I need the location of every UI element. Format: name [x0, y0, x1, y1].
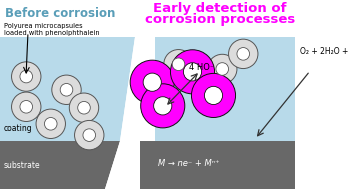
Circle shape [36, 109, 65, 139]
Circle shape [52, 75, 81, 105]
Text: coating: coating [4, 124, 33, 133]
Circle shape [164, 50, 193, 79]
Circle shape [75, 120, 104, 150]
Circle shape [78, 101, 90, 114]
Circle shape [208, 54, 237, 84]
Text: 4 HO⁻: 4 HO⁻ [189, 64, 214, 73]
Circle shape [69, 93, 99, 122]
Text: Before corrosion: Before corrosion [5, 7, 116, 20]
Circle shape [60, 84, 73, 96]
Text: loaded with phenolphthalein: loaded with phenolphthalein [4, 30, 100, 36]
Circle shape [154, 97, 172, 115]
Circle shape [143, 73, 161, 91]
Polygon shape [0, 37, 135, 141]
Circle shape [20, 70, 33, 83]
Circle shape [20, 101, 33, 113]
Circle shape [12, 62, 41, 91]
Circle shape [170, 50, 215, 94]
Text: substrate: substrate [4, 160, 41, 170]
Circle shape [44, 118, 57, 130]
Polygon shape [155, 37, 295, 141]
Circle shape [130, 60, 174, 104]
Polygon shape [0, 141, 120, 189]
Text: Early detection of: Early detection of [153, 2, 287, 15]
Polygon shape [105, 141, 140, 189]
Text: O₂ + 2H₂O + 4e⁻: O₂ + 2H₂O + 4e⁻ [300, 46, 350, 56]
Polygon shape [140, 141, 295, 189]
Circle shape [141, 84, 185, 128]
Circle shape [191, 73, 236, 118]
Text: M → ne⁻ + Mⁿ⁺: M → ne⁻ + Mⁿ⁺ [158, 159, 219, 167]
Text: Polyurea microcapsules: Polyurea microcapsules [4, 23, 83, 29]
Polygon shape [120, 37, 155, 141]
Circle shape [229, 39, 258, 69]
Circle shape [204, 86, 223, 105]
Circle shape [237, 48, 250, 60]
Circle shape [183, 63, 202, 81]
Circle shape [172, 58, 185, 70]
Circle shape [216, 63, 229, 75]
Circle shape [83, 129, 96, 141]
Circle shape [12, 92, 41, 122]
Text: corrosion processes: corrosion processes [145, 13, 295, 26]
